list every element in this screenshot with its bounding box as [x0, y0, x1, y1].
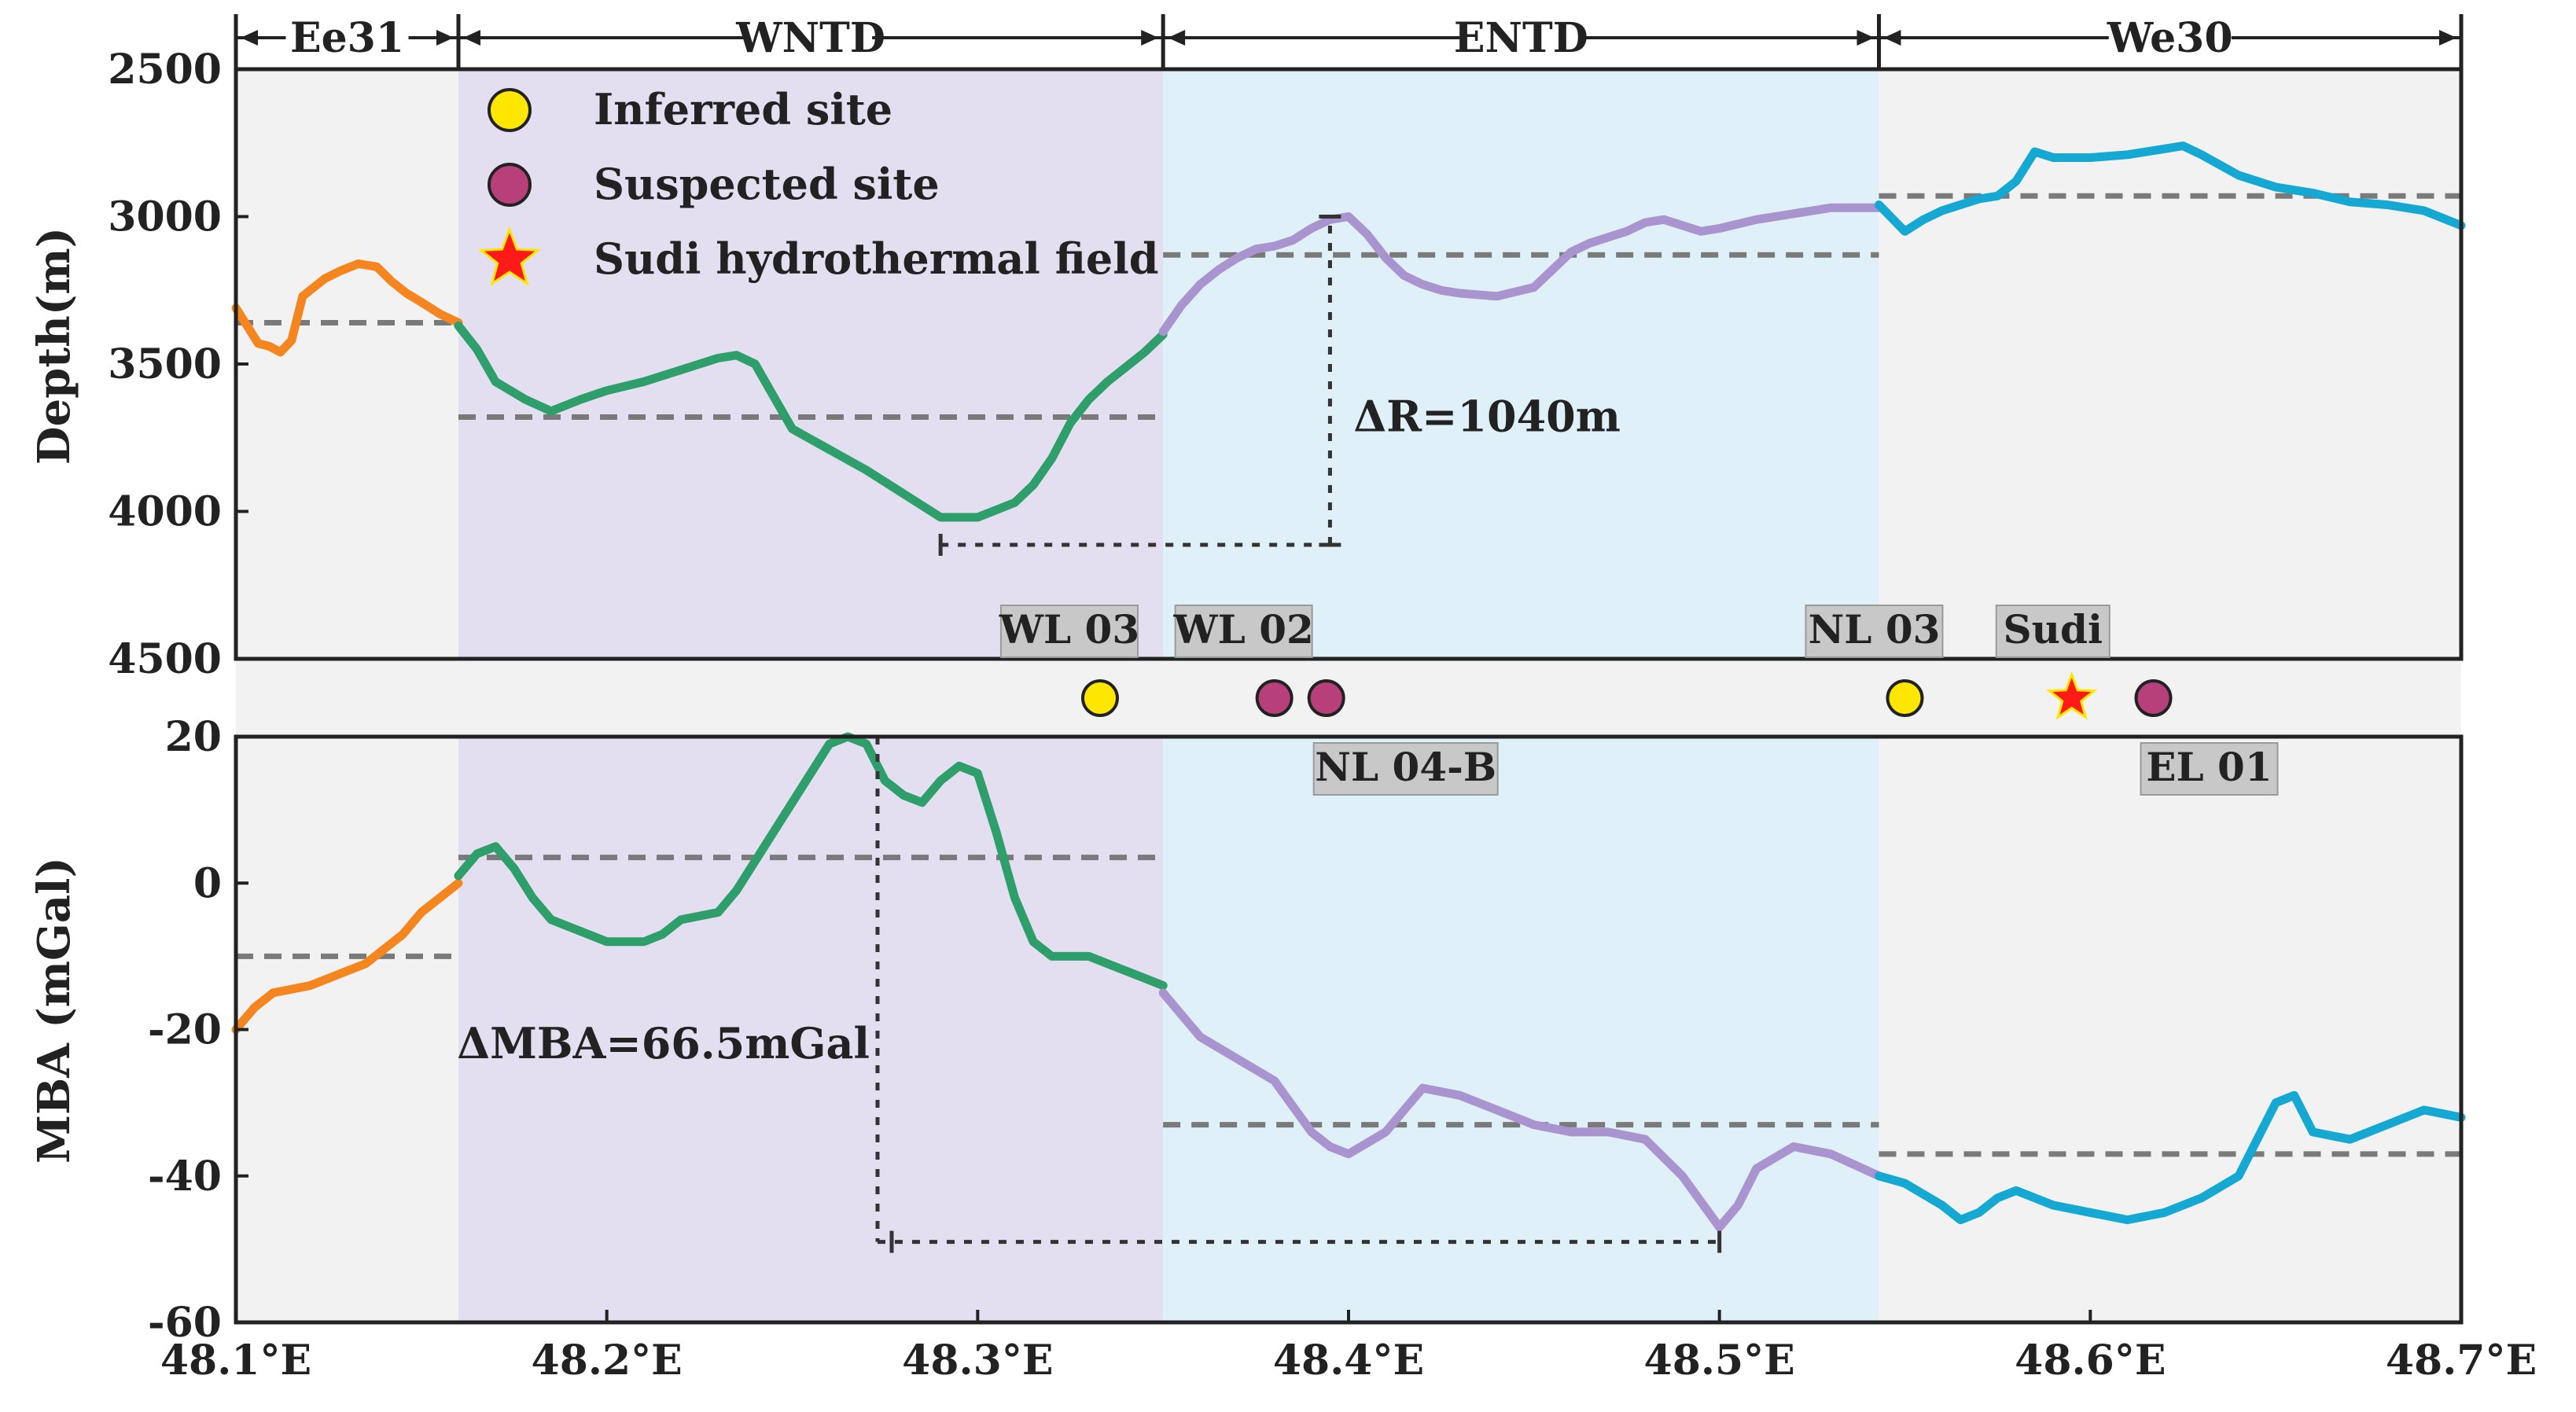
legend-suspected-icon: [488, 163, 532, 207]
segment-label-ee31: Ee31: [290, 14, 404, 62]
segment-bg-top: [458, 69, 1164, 659]
y-tick-labels: 2500 3000 3500 4000 4500 20 0 -20 -40 -60: [108, 46, 248, 1347]
bottom-y-tick-label: 0: [193, 859, 222, 907]
suspected-site-marker: [2134, 679, 2173, 717]
segment-label-bg: [285, 17, 409, 58]
bottom-y-axis-title: MBA (mGal): [28, 857, 80, 1164]
site-label: NL 03: [1809, 606, 1941, 653]
suspected-site-marker: [1307, 679, 1345, 717]
bottom-y-tick-label: -40: [148, 1153, 222, 1201]
segment-label-we30: We30: [2107, 14, 2233, 62]
inferred-site-marker: [1080, 679, 1119, 717]
site-label-box: [999, 605, 1139, 658]
site-label-box: [1312, 742, 1499, 796]
site-label: WL 02: [1173, 606, 1314, 653]
segment-label-bg: [2108, 17, 2232, 58]
depth-line-ee31: [231, 259, 463, 357]
sudi-field-marker: [2046, 671, 2098, 720]
segment-bg-top: [1879, 69, 2461, 659]
site-markers: WL 03 WL 02 NL 04-B NL 03 Sudi EL 01: [999, 605, 2279, 796]
segment-bg-bottom: [236, 737, 458, 1322]
legend-label-suspected: Suspected site: [594, 159, 940, 209]
x-tick-label: 48.4°E: [1273, 1337, 1424, 1384]
top-y-tick-label: 3000: [108, 193, 222, 241]
legend-star-icon: [477, 226, 542, 287]
site-label: Sudi: [2004, 606, 2103, 653]
segment-arrow-right: [436, 30, 454, 46]
segment-arrow-right: [1141, 30, 1159, 46]
x-tick-label: 48.1°E: [160, 1337, 311, 1384]
mba-line-wntd: [454, 732, 1168, 991]
segment-backgrounds-top: [236, 69, 2461, 659]
segment-arrow-right: [2439, 30, 2456, 46]
x-tick-label: 48.7°E: [2386, 1337, 2537, 1384]
depth-line-we30: [1875, 142, 2466, 236]
segment-label-bg: [749, 17, 873, 58]
segment-bg-top: [1163, 69, 1879, 659]
delta-annotations: ΔR=1040m ΔMBA=66.5mGal: [457, 215, 1722, 1253]
segment-header: Ee31 WNTD ENTD We30: [234, 14, 2464, 69]
segment-arrow-left: [1883, 30, 1901, 46]
depth-line-entd: [1158, 203, 1883, 336]
segment-label-wntd: WNTD: [735, 14, 885, 62]
site-label: NL 04-B: [1315, 744, 1496, 790]
series-lines: [231, 142, 2466, 1232]
segment-arrow-left: [241, 30, 258, 46]
delta-r-label: ΔR=1040m: [1353, 392, 1620, 442]
mba-line-entd: [1158, 988, 1883, 1232]
segment-bg-bottom: [1163, 737, 1879, 1322]
bottom-y-tick-label: -60: [148, 1299, 222, 1347]
site-band: [236, 660, 2461, 735]
legend-inferred-icon: [488, 88, 532, 132]
top-y-tick-label: 4000: [108, 488, 222, 536]
top-y-tick-label: 4500: [108, 635, 222, 683]
segment-bg-bottom: [458, 737, 1164, 1322]
depth-line-wntd: [454, 321, 1168, 522]
legend-label-inferred: Inferred site: [594, 84, 892, 134]
x-tick-label: 48.2°E: [532, 1337, 683, 1384]
mba-line-we30: [1875, 1090, 2466, 1225]
site-label-box: [1174, 605, 1313, 658]
segment-arrow-right: [1857, 30, 1875, 46]
legend-label-field: Sudi hydrothermal field: [594, 233, 1159, 284]
site-label-box: [1995, 605, 2110, 658]
segment-arrow-left: [463, 30, 480, 46]
suspected-site-marker: [1255, 679, 1294, 717]
segment-label-bg: [1459, 17, 1583, 58]
site-label: EL 01: [2146, 744, 2272, 790]
x-tick-labels: 48.1°E 48.2°E 48.3°E 48.4°E 48.5°E 48.6°E 48.7…: [160, 1310, 2537, 1384]
bottom-y-tick-label: -20: [148, 1006, 222, 1054]
legend: Inferred site Suspected site Sudi hydrothe…: [477, 84, 1159, 287]
mba-line-ee31: [231, 878, 463, 1034]
x-tick-label: 48.6°E: [2015, 1337, 2166, 1384]
segment-arrow-left: [1168, 30, 1186, 46]
segment-label-entd: ENTD: [1454, 14, 1588, 62]
site-label-box: [2140, 742, 2279, 796]
segment-backgrounds-bottom: [236, 737, 2461, 1322]
x-tick-label: 48.3°E: [902, 1337, 1053, 1384]
top-y-tick-label: 2500: [108, 46, 222, 94]
segment-bg-top: [236, 69, 458, 659]
bottom-y-tick-label: 20: [165, 713, 222, 761]
x-tick-label: 48.5°E: [1644, 1337, 1795, 1384]
top-y-axis-title: Depth(m): [28, 227, 80, 465]
inferred-site-marker: [1886, 679, 1924, 717]
site-label-box: [1805, 605, 1944, 658]
segment-bg-bottom: [1879, 737, 2461, 1322]
site-label: WL 03: [999, 606, 1139, 653]
delta-mba-label: ΔMBA=66.5mGal: [457, 1018, 870, 1068]
top-y-tick-label: 3500: [108, 340, 222, 388]
